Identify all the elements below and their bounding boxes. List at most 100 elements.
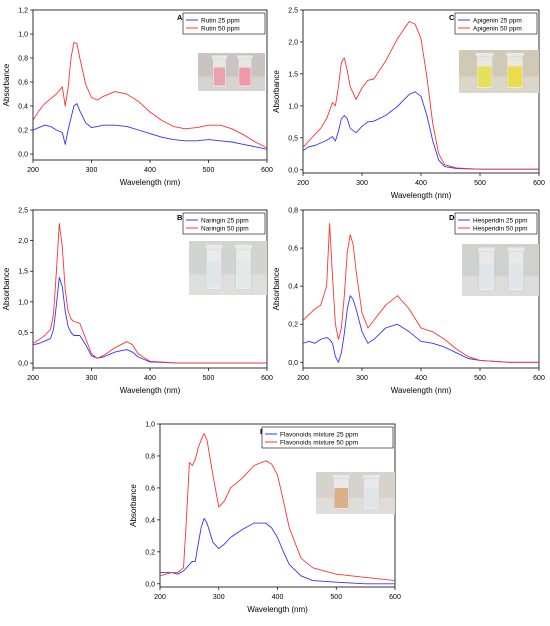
legend-box (454, 12, 538, 35)
y-tick-label: 0,0 (145, 581, 155, 588)
x-tick-label: 300 (213, 594, 225, 601)
y-tick-label: 0,6 (288, 246, 298, 253)
vial-liquid (334, 487, 349, 509)
vial-liquid (479, 263, 494, 289)
y-tick-label: 1,0 (18, 299, 28, 306)
y-tick-label: 0,2 (18, 128, 28, 135)
vial-cap (362, 474, 381, 479)
y-tick-label: 2,5 (18, 208, 28, 215)
panel-label: A (177, 13, 183, 22)
x-tick-label: 500 (474, 375, 486, 382)
photo-background (459, 50, 539, 93)
x-tick-label: 200 (27, 167, 39, 174)
vial-cap (505, 52, 525, 57)
vial-liquid (509, 263, 523, 289)
x-tick-label: 600 (261, 375, 273, 382)
y-tick-label: 0,5 (18, 330, 28, 337)
panel-label: C (449, 13, 455, 22)
legend-box (261, 426, 394, 449)
y-tick-label: 2,0 (288, 39, 298, 46)
chart-panel-E: 200 300 400 500 600 0,0 0,2 0,4 0,6 0,8 1,0 Wavelen… (129, 422, 401, 615)
x-tick-label: 200 (297, 180, 309, 187)
x-tick-label: 500 (330, 594, 342, 601)
series-line-1 (303, 295, 539, 363)
x-tick-label: 300 (86, 167, 98, 174)
x-tick-label: 300 (356, 375, 368, 382)
y-tick-label: 1,0 (288, 103, 298, 110)
y-tick-label: 0,0 (288, 360, 298, 367)
chart-panel-C: 200 300 400 500 600 0,0 0,5 1,0 1,5 2,0 2,5 Wavelen… (272, 8, 545, 201)
x-tick-label: 200 (27, 375, 39, 382)
y-axis-label: Absorbance (272, 267, 281, 310)
series-line-1 (303, 91, 539, 170)
y-tick-label: 0,2 (145, 549, 155, 556)
photo-table (316, 498, 395, 514)
legend-entry: Apigenin 25 ppm (473, 18, 522, 25)
y-axis-label: Absorbance (129, 484, 138, 527)
legend-box (454, 212, 538, 235)
photo-background (198, 53, 265, 91)
vial-cap (332, 474, 351, 479)
series-line-2 (303, 222, 539, 363)
y-tick-label: 0,6 (18, 80, 28, 87)
y-tick-label: 2,0 (18, 238, 28, 245)
y-axis-label: Absorbance (272, 70, 281, 113)
vial-cap (234, 244, 253, 250)
legend-entry: Rutin 50 ppm (201, 26, 240, 33)
vial-liquid (236, 261, 251, 288)
photo-background (462, 244, 539, 296)
x-tick-label: 400 (144, 375, 156, 382)
x-axis-label: Wavelength (nm) (120, 178, 181, 187)
legend-entry: Apigenin 50 ppm (473, 26, 522, 33)
y-tick-label: 0,4 (18, 104, 28, 111)
x-tick-label: 600 (389, 594, 401, 601)
inset-photo (198, 53, 265, 91)
x-tick-label: 400 (415, 180, 427, 187)
vial-cap (236, 55, 253, 59)
x-axis-label: Wavelength (nm) (391, 191, 452, 200)
series-line-1 (33, 276, 267, 364)
x-tick-label: 300 (356, 180, 368, 187)
x-tick-label: 600 (533, 375, 545, 382)
vial-liquid (207, 261, 221, 288)
y-tick-label: 0,4 (145, 517, 155, 524)
chart-panel-A: 200 300 400 500 600 0,0 0,2 0,4 0,6 0,8 1,0 1,2 Wave… (2, 8, 273, 188)
x-tick-label: 200 (297, 375, 309, 382)
x-tick-label: 200 (154, 594, 166, 601)
series-group (33, 223, 267, 364)
series-line-2 (160, 433, 395, 582)
x-axis-label: Wavelength (nm) (247, 605, 308, 614)
x-tick-label: 400 (415, 375, 427, 382)
vial-liquid (239, 67, 251, 86)
x-tick-label: 600 (533, 180, 545, 187)
y-tick-label: 0,0 (18, 361, 28, 368)
photo-background (189, 241, 267, 295)
inset-photo (459, 50, 539, 93)
vial-liquid (364, 487, 379, 509)
x-tick-label: 400 (272, 594, 284, 601)
legend-box (182, 12, 266, 35)
vial-cap (475, 52, 494, 57)
y-tick-label: 0,0 (18, 152, 28, 159)
panel-label: B (177, 213, 183, 222)
y-tick-label: 1,5 (288, 71, 298, 78)
photo-table (198, 76, 265, 91)
y-axis-label: Absorbance (2, 63, 11, 106)
legend-entry: Flavonoids mixture 25 ppm (280, 432, 358, 439)
series-line-2 (33, 223, 267, 364)
legend-entry: Flavonoids mixture 50 ppm (280, 440, 358, 447)
y-tick-label: 1,0 (145, 422, 155, 429)
y-tick-label: 0,0 (288, 167, 298, 174)
x-tick-label: 600 (261, 167, 273, 174)
y-tick-label: 0,8 (145, 453, 155, 460)
vial-liquid (508, 66, 522, 87)
photo-table (459, 76, 539, 93)
y-tick-label: 0,8 (288, 208, 298, 215)
y-tick-label: 2,5 (288, 8, 298, 15)
legend-entry: Rutin 25 ppm (201, 18, 240, 25)
inset-photo (462, 244, 539, 296)
